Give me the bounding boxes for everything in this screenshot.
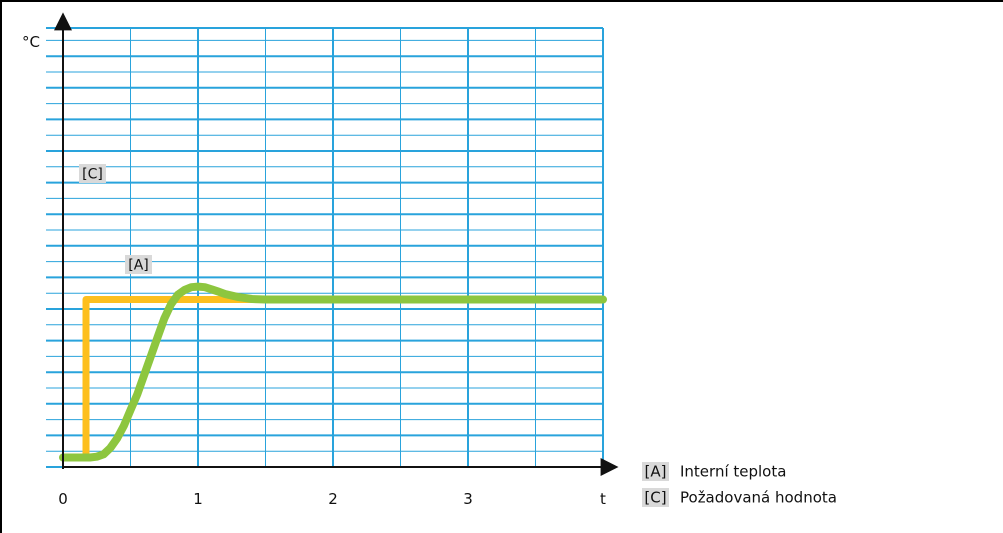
x-axis-label: t — [600, 490, 606, 508]
legend-tag-A: [A] — [645, 463, 667, 481]
legend-tag-bg-A — [642, 462, 669, 481]
legend-label-A: Interní teplota — [680, 463, 786, 481]
legend-label-C: Požadovaná hodnota — [680, 489, 837, 507]
series-tags: [C] [A] — [79, 164, 152, 274]
x-tick-label: 3 — [463, 490, 473, 508]
legend-tag-bg-C — [642, 488, 669, 507]
series-tag-A: [A] — [128, 258, 149, 274]
series-tag-C: [C] — [82, 167, 103, 183]
legend: [A] Interní teplota [C] Požadovaná hodnota — [642, 462, 837, 507]
series-tag-A-bg — [125, 255, 152, 274]
series-layer — [59, 282, 607, 462]
x-tick-label: 1 — [193, 490, 203, 508]
series-tag-C-bg — [79, 164, 106, 183]
y-axis-unit: °C — [22, 33, 40, 51]
series-line-A — [59, 282, 607, 462]
legend-tag-C: [C] — [644, 489, 666, 507]
chart-grid — [46, 27, 604, 468]
x-tick-label: 0 — [58, 490, 68, 508]
x-tick-labels: 0 1 2 3 — [58, 490, 473, 508]
x-tick-label: 2 — [328, 490, 338, 508]
